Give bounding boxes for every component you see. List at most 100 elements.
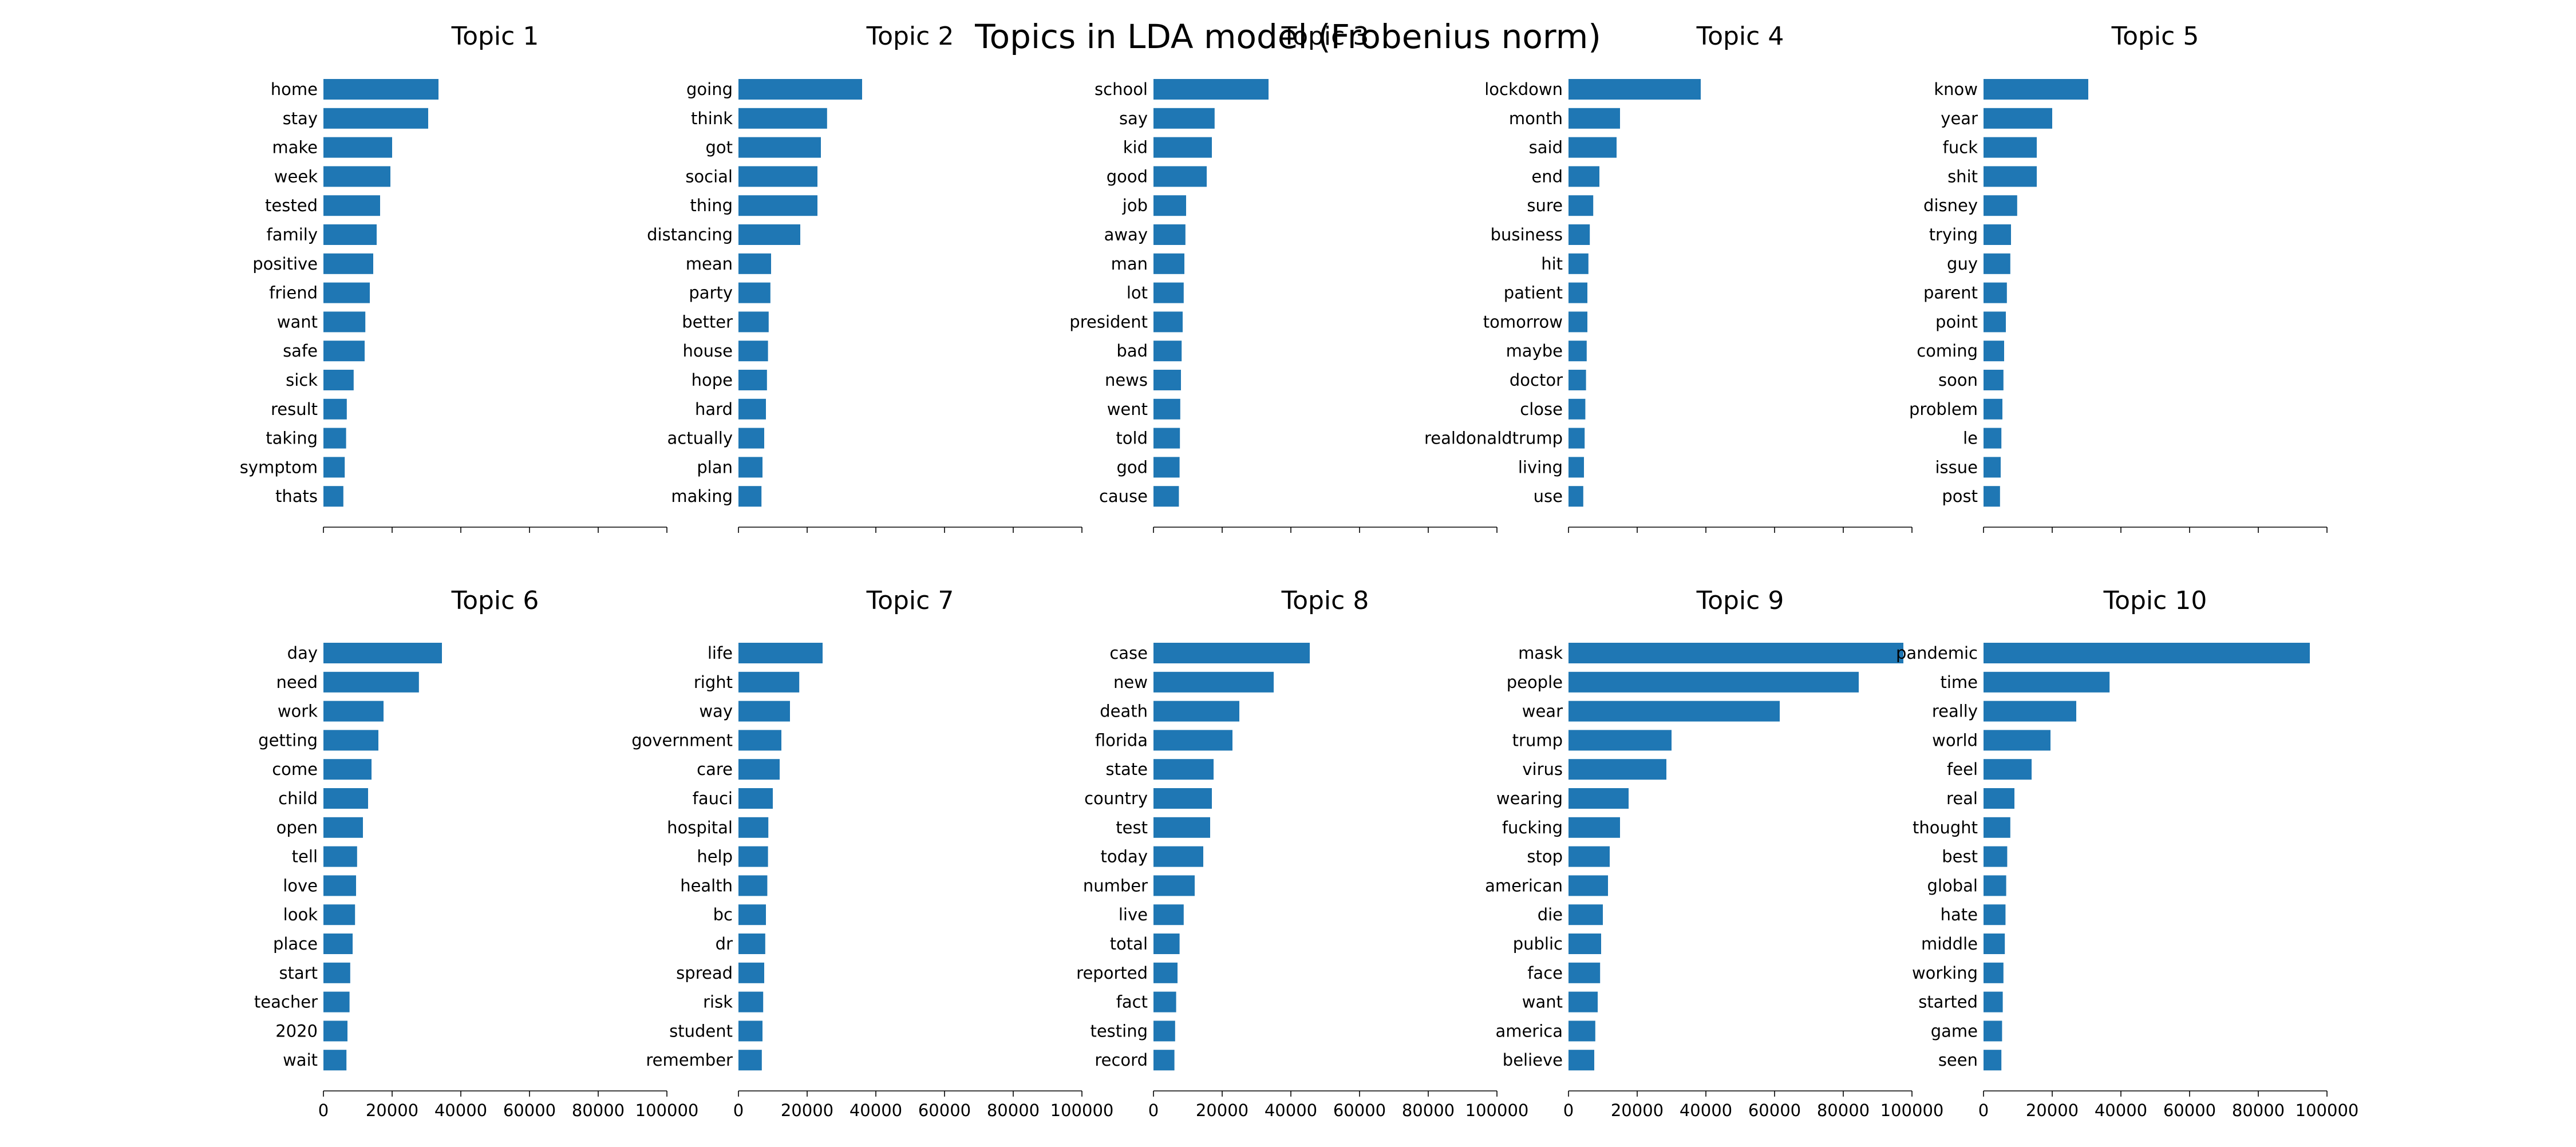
category-label: good <box>1107 167 1148 186</box>
bar <box>323 759 372 780</box>
category-label: shit <box>1947 167 1978 186</box>
bar <box>1984 846 2008 867</box>
category-label: went <box>1107 400 1148 419</box>
topic-panel-10: Topic 10 pandemic time really world feel real t… <box>1896 586 2358 1120</box>
category-label: want <box>1522 992 1563 1012</box>
category-label: work <box>278 702 318 721</box>
bar <box>1984 341 2004 362</box>
category-label: man <box>1111 254 1148 274</box>
bar <box>1984 108 2052 129</box>
category-label: care <box>697 760 733 779</box>
category-label: fact <box>1116 992 1148 1012</box>
category-label: doctor <box>1510 370 1563 390</box>
bar <box>323 486 343 507</box>
bar <box>1984 701 2076 722</box>
category-label: start <box>279 963 318 983</box>
category-label: new <box>1113 673 1148 692</box>
category-label: week <box>274 167 318 186</box>
category-label: really <box>1932 702 1978 721</box>
bar <box>1568 282 1587 303</box>
bar <box>1984 398 2002 420</box>
category-label: family <box>266 225 318 244</box>
x-tick-label: 40000 <box>1265 1101 1317 1120</box>
bar <box>1153 730 1232 751</box>
bar <box>1153 904 1184 925</box>
category-label: hate <box>1941 905 1978 924</box>
category-label: maybe <box>1506 341 1563 361</box>
bar <box>1984 643 2310 663</box>
bar <box>323 788 368 809</box>
category-label: positive <box>252 254 318 274</box>
category-label: end <box>1531 167 1563 186</box>
category-label: making <box>671 487 733 506</box>
category-label: wear <box>1522 702 1563 721</box>
category-label: post <box>1942 487 1978 506</box>
bar <box>738 1021 762 1042</box>
category-label: world <box>1932 730 1978 750</box>
category-label: spread <box>676 963 733 983</box>
category-label: year <box>1941 109 1978 128</box>
category-label: record <box>1095 1050 1148 1070</box>
category-label: point <box>1935 312 1978 331</box>
x-tick-label: 100000 <box>635 1101 699 1120</box>
x-tick-label: 60000 <box>1333 1101 1386 1120</box>
category-label: school <box>1095 80 1148 99</box>
category-label: game <box>1931 1021 1978 1041</box>
bar <box>323 730 378 751</box>
bar <box>1984 195 2017 216</box>
category-label: actually <box>667 429 733 448</box>
bar <box>1984 1021 2002 1042</box>
bar <box>1568 457 1584 478</box>
bar <box>1153 398 1180 420</box>
bar <box>738 486 762 507</box>
category-label: face <box>1527 963 1563 983</box>
category-label: bc <box>713 905 733 924</box>
panel-title: Topic 2 <box>866 22 954 51</box>
category-label: trump <box>1512 730 1563 750</box>
bar <box>738 875 768 896</box>
bar <box>323 166 390 187</box>
bar <box>1984 166 2037 187</box>
category-label: disney <box>1923 196 1978 215</box>
bar <box>1153 671 1274 693</box>
category-label: death <box>1100 702 1148 721</box>
bar <box>1568 875 1608 896</box>
category-label: virus <box>1522 760 1563 779</box>
bar <box>738 846 768 867</box>
category-label: thought <box>1913 818 1978 837</box>
category-label: think <box>691 109 733 128</box>
bar <box>738 166 817 187</box>
category-label: remember <box>646 1050 733 1070</box>
bar <box>323 643 442 663</box>
bar <box>738 701 790 722</box>
bar <box>323 991 350 1012</box>
bar <box>738 370 767 390</box>
x-tick-label: 20000 <box>1611 1101 1664 1120</box>
bar <box>1568 1021 1595 1042</box>
bar <box>1153 486 1179 507</box>
category-label: tell <box>292 847 318 867</box>
category-label: business <box>1491 225 1563 244</box>
category-label: god <box>1116 457 1148 477</box>
category-label: public <box>1513 934 1563 954</box>
x-tick-label: 60000 <box>503 1101 556 1120</box>
category-label: bad <box>1116 341 1148 361</box>
category-label: need <box>276 673 318 692</box>
x-tick-label: 80000 <box>1402 1101 1455 1120</box>
category-label: thing <box>690 196 733 215</box>
category-label: lockdown <box>1484 80 1563 99</box>
category-label: reported <box>1076 963 1148 983</box>
bar <box>1984 962 2004 983</box>
category-label: child <box>278 789 318 808</box>
category-label: le <box>1963 429 1978 448</box>
bar <box>1568 370 1586 390</box>
bar <box>1984 991 2003 1012</box>
bar <box>1153 457 1180 478</box>
x-tick-label: 0 <box>318 1101 329 1120</box>
bar <box>1153 1021 1175 1042</box>
topic-panel-6: Topic 6 day need work getting come child open te… <box>254 586 698 1120</box>
bar <box>1153 370 1181 390</box>
bar <box>323 701 384 722</box>
category-label: told <box>1116 429 1148 448</box>
bar <box>1568 1050 1594 1071</box>
